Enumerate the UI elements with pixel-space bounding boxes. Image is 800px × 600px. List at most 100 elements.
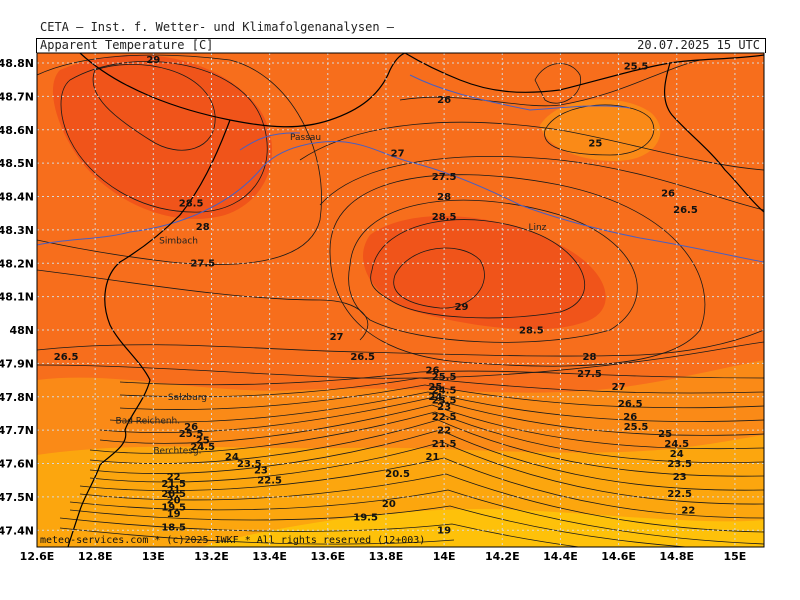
contour-label: 23 [437,402,451,413]
contour-label: 27 [330,332,344,343]
map-field: Passau Linz Simbach Salzburg Bad Reichenh. Be… [37,53,764,547]
contour-label: 23 [673,472,687,483]
contour-label: 26.5 [618,399,643,410]
contour-label: 23.5 [667,459,692,470]
contour-label: 26.5 [673,205,698,216]
contour-label: 25.5 [624,62,649,73]
contour-label: 29 [146,55,160,66]
contour-label: 24 [225,452,239,463]
contour-label: 22.5 [432,412,457,423]
lat-lon-grid [37,53,764,547]
y-tick-label: 48.5N [0,157,34,170]
contour-label: 26.5 [54,352,79,363]
contour-label: 27.5 [432,172,457,183]
x-tick-label: 12.6E [20,550,55,563]
band-20 [200,509,764,547]
x-tick-label: 14.8E [659,550,694,563]
x-tick-label: 13.2E [194,550,229,563]
contour-label: 25 [196,436,210,447]
x-tick-label: 12.8E [78,550,113,563]
contour-label: 26 [184,422,198,433]
contour-label: 25 [588,138,602,149]
contour-label: 24 [428,392,442,403]
copyright-footer: meteo-services.com * (c)2025 IWKF * All … [40,535,425,546]
contour-label: 26 [661,189,675,200]
x-tick-label: 13.6E [310,550,345,563]
contour-label: 27 [612,382,626,393]
contour-label: 22 [167,472,181,483]
contour-label: 28 [196,222,210,233]
contour-label: 21 [167,486,181,497]
y-tick-label: 47.5N [0,491,34,504]
y-tick-label: 48.3N [0,224,34,237]
contour-label: 22.5 [667,489,692,500]
map-frame [36,52,765,548]
contour-label: 19 [167,509,181,520]
contour-label: 23.5 [432,395,457,406]
y-tick-label: 48.1N [0,291,34,304]
contour-label: 25.5 [624,422,649,433]
contour-label: 21 [426,452,440,463]
contour-label: 23 [254,466,268,477]
contour-label: 25.5 [179,429,204,440]
contour-label: 18.5 [161,522,186,533]
contour-label: 28.5 [519,325,544,336]
y-tick-label: 48.6N [0,124,34,137]
contour-label: 20.5 [161,489,186,500]
contour-label: 24.5 [190,442,215,453]
y-tick-label: 47.9N [0,357,34,370]
y-tick-label: 47.7N [0,424,34,437]
contour-label: 27.5 [577,369,602,380]
y-tick-label: 47.6N [0,458,34,471]
contour-label: 26.5 [350,352,375,363]
contour-label: 28 [583,352,597,363]
contour-label: 21.5 [432,439,457,450]
cool-region-ne [540,99,661,161]
contour-lines [37,54,764,547]
city-label: Bad Reichenh. [116,417,181,427]
contour-value-labels: 29 28.5 28 27.5 26.5 27 26.5 26 27 27.5 28 28.5 29 28… [54,55,698,537]
rivers [37,74,764,263]
city-label: Simbach [159,236,198,246]
y-tick-label: 48N [9,324,34,337]
valid-time: 20.07.2025 15 UTC [637,38,760,52]
city-label: Linz [528,223,546,233]
contour-label: 23.5 [237,459,262,470]
contour-label: 26 [437,95,451,106]
x-tick-label: 13.8E [369,550,404,563]
city-labels: Passau Linz Simbach Salzburg Bad Reichenh. Be… [116,133,547,457]
contour-label: 25 [428,382,442,393]
x-tick-label: 14.6E [601,550,636,563]
contour-label: 20.5 [385,469,410,480]
y-tick-label: 48.8N [0,57,34,70]
title-bar [36,38,766,53]
institution-header: CETA — Inst. f. Wetter- und Klimafolgena… [40,20,395,34]
y-tick-label: 47.4N [0,524,34,537]
contour-label: 22 [681,506,695,517]
contour-label: 26 [623,412,637,423]
contour-label: 19.5 [353,512,378,523]
contour-label: 27.5 [190,259,215,270]
y-tick-label: 48.2N [0,257,34,270]
contour-label: 24.5 [432,385,457,396]
contour-label: 25.5 [432,372,457,383]
y-tick-label: 48.4N [0,191,34,204]
contour-label: 20 [382,499,396,510]
contour-label: 21.5 [161,479,186,490]
hot-region-nw [52,54,273,219]
contour-label: 22 [437,426,451,437]
city-label: Salzburg [168,393,207,403]
contour-label: 27 [391,148,405,159]
y-tick-label: 47.8N [0,391,34,404]
contour-label: 29 [455,302,469,313]
contour-label: 25 [658,429,672,440]
x-tick-label: 15E [724,550,747,563]
axis-tick-labels: 12.6E 12.8E 13E 13.2E 13.4E 13.6E 13.8E 14E 14.2… [0,57,746,563]
contour-label: 19 [437,526,451,537]
contour-label: 28.5 [179,199,204,210]
contour-label: 20 [167,496,181,507]
city-label: Passau [290,133,321,143]
contour-label: 24.5 [664,439,689,450]
x-tick-label: 13E [142,550,165,563]
